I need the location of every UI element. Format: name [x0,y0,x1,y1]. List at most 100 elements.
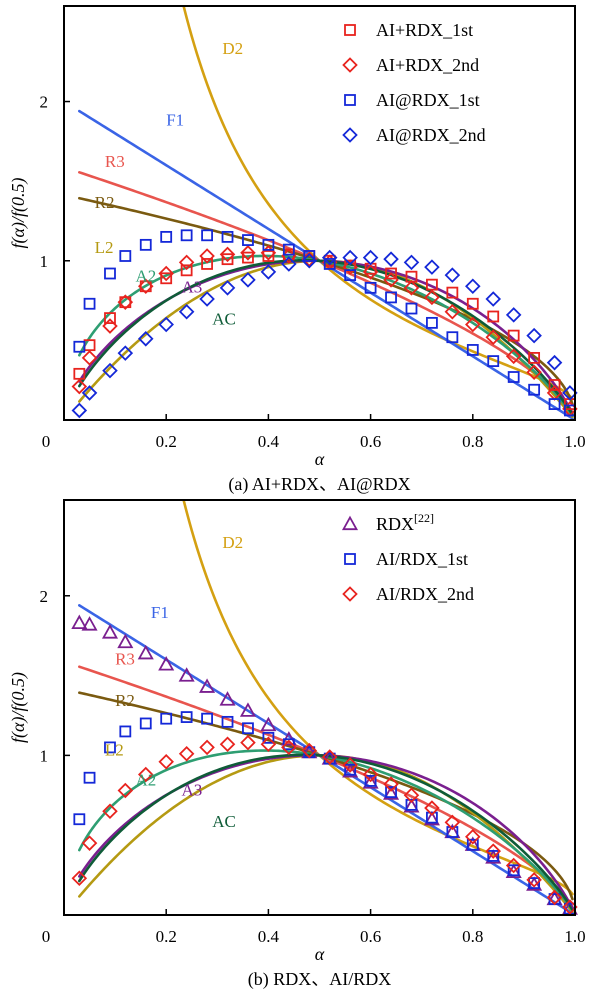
data-point-diamond [383,272,399,288]
data-point-diamond [505,857,522,874]
data-point-square [364,281,377,294]
chart-panel-a: D2 F1 R3 R2 L2 A2 A3 AC 0 0.2 0.4 0.6 0.8 1.0 1 2 α f(α)/… [8,5,586,495]
curve-label-l2: L2 [105,740,124,759]
panel-subcaption: (a) AI+RDX、AI@RDX [228,474,410,495]
legend-marker-diamond [342,127,358,143]
data-point-diamond [137,766,154,783]
data-point-square [221,230,234,243]
data-point-diamond [260,264,277,280]
data-point-triangle [137,644,154,660]
curve-label-ac: AC [212,309,236,328]
data-point-diamond [219,280,236,296]
data-point-square [83,771,96,784]
data-point-diamond [526,872,542,888]
data-point-diamond [102,803,118,820]
data-point-triangle [117,633,134,649]
data-point-square [528,351,541,364]
data-point-square [385,291,397,304]
data-point-triangle [239,702,256,717]
curve-label-ac: AC [212,812,236,831]
data-point-square [364,775,377,787]
curve-label-l2: L2 [95,238,114,257]
data-point-diamond [342,249,358,266]
data-point-triangle [101,624,119,639]
data-point-diamond [383,776,399,792]
x-tick-label: 0 [42,432,51,451]
curve-label-r3: R3 [115,649,135,668]
curve-label-a3: A3 [182,278,203,297]
data-point-square [507,329,520,342]
data-point-square [344,269,357,282]
data-point-diamond [342,259,358,275]
curve-label-a2: A2 [136,266,157,285]
y-tick-label: 1 [40,252,49,271]
data-point-square [466,344,479,356]
data-point-diamond [137,331,154,347]
data-point-square [139,280,152,293]
data-point-triangle [505,863,522,879]
series-ai-rdx-1st [73,229,576,417]
data-point-square [160,712,173,725]
y-axis-title: f(α)/f(0.5) [8,672,29,743]
curve-label-d2: D2 [222,533,243,552]
data-point-diamond [178,254,195,271]
panel-subcaption: (b) RDX、AI/RDX [248,969,392,990]
data-point-square [201,229,213,242]
data-point-square [201,258,213,270]
data-point-diamond [81,385,98,401]
data-point-square [487,355,500,367]
data-point-diamond [117,294,134,310]
data-point-triangle [485,849,502,864]
data-point-diamond [546,354,563,371]
data-point-square [242,234,254,246]
x-tick-label: 0.2 [156,432,177,451]
data-point-square [548,379,561,391]
data-point-square [262,731,275,744]
data-point-diamond [117,782,134,799]
data-point-square [446,331,459,344]
data-point-square [221,253,234,266]
data-point-diamond [321,249,338,266]
curve-label-r2: R2 [95,193,115,212]
data-point-diamond [158,316,174,333]
data-point-diamond [281,739,297,756]
data-point-diamond [485,291,502,307]
data-point-diamond [444,303,461,320]
y-tick-label: 2 [40,587,49,606]
legend-citation: [22] [414,511,434,525]
data-point-square [160,272,173,285]
y-tick-label: 2 [40,93,49,112]
data-point-diamond [178,303,195,320]
data-point-diamond [158,753,174,770]
x-axis-title: α [315,449,325,469]
data-point-square [385,267,397,280]
data-point-square [104,741,116,754]
data-point-diamond [403,787,420,804]
data-point-diamond [260,736,277,752]
data-point-diamond [465,278,481,295]
data-point-square [446,826,459,838]
data-point-triangle [178,667,195,682]
curve-label-a3: A3 [182,780,203,799]
x-tick-label: 0.4 [258,432,280,451]
data-point-square [119,725,132,738]
data-point-diamond [240,734,256,751]
data-point-diamond [424,800,440,816]
data-point-square [426,811,438,824]
legend-entry-ai-rdx-1st: AI/RDX_1st [376,549,468,569]
data-point-square [180,264,193,277]
data-point-square [405,302,418,315]
data-point-square [201,712,213,725]
data-point-diamond [81,835,98,851]
data-point-diamond [281,256,297,272]
data-point-diamond [199,739,215,756]
data-point-square [528,383,541,396]
data-point-diamond [362,264,379,280]
data-point-diamond [301,742,318,759]
y-axis-title: f(α)/f(0.5) [8,178,29,249]
data-point-square [282,738,295,751]
legend-marker-square [344,553,356,565]
data-point-diamond [219,246,236,263]
x-tick-label: 0.8 [462,432,483,451]
legend-entry-ai-rdx-2nd: AI@RDX_2nd [376,125,486,145]
